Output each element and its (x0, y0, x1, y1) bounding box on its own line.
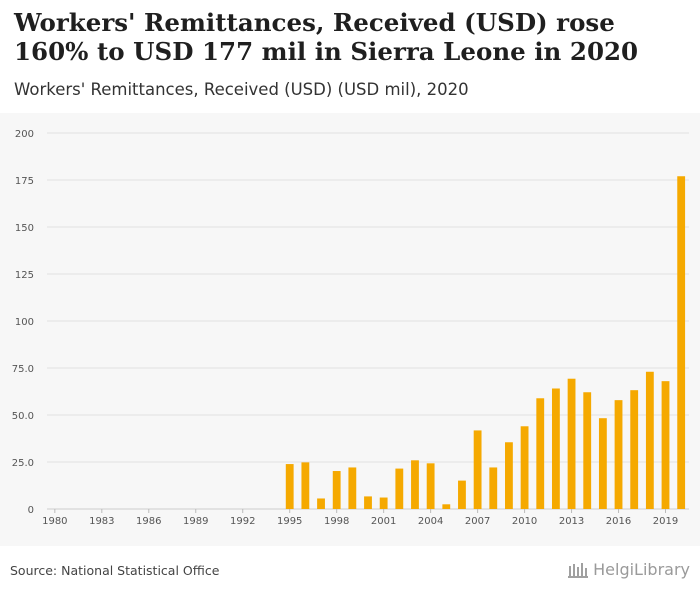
x-tick-label: 2007 (465, 516, 490, 527)
bar-2016 (614, 400, 623, 509)
x-tick-label: 2001 (371, 516, 396, 527)
y-tick-label: 50.0 (12, 411, 34, 422)
chart-title: Workers' Remittances, Received (USD) ros… (14, 8, 639, 66)
x-tick-label: 1989 (183, 516, 208, 527)
x-tick-label: 1995 (277, 516, 302, 527)
x-tick-label: 2013 (559, 516, 584, 527)
x-tick-label: 1980 (42, 516, 67, 527)
bar-2002 (395, 468, 404, 509)
x-tick-label: 2016 (606, 516, 631, 527)
chart-subtitle: Workers' Remittances, Received (USD) (US… (14, 80, 469, 99)
bar-2020 (677, 176, 686, 510)
bar-2017 (630, 390, 639, 509)
bar-1998 (332, 471, 341, 509)
x-tick-label: 2010 (512, 516, 537, 527)
x-tick-label: 1992 (230, 516, 255, 527)
x-tick-label: 1998 (324, 516, 349, 527)
library-building-icon (568, 562, 589, 578)
bar-2004 (426, 463, 435, 509)
bar-2009 (505, 442, 513, 509)
x-tick-label: 1983 (89, 516, 114, 527)
bar-2019 (661, 381, 670, 509)
x-tick-label: 2019 (653, 516, 678, 527)
y-tick-label: 200 (15, 129, 34, 140)
bar-2005 (442, 504, 451, 509)
y-tick-label: 25.0 (12, 458, 34, 469)
bar-2001 (379, 497, 388, 509)
bar-2013 (567, 378, 576, 509)
bar-chart: 0 25.0 50.0 75.0 100 125 150 175 200 1980 1983 1986… (12, 129, 689, 527)
x-tick-label: 2004 (418, 516, 443, 527)
y-tick-label: 75.0 (12, 364, 34, 375)
bar-2000 (364, 496, 372, 509)
bar-2015 (598, 418, 607, 509)
y-tick-label: 100 (15, 317, 34, 328)
bar-1995 (285, 464, 294, 509)
bar-1996 (301, 462, 310, 509)
bar-2018 (645, 371, 654, 509)
logo-text: HelgiLibrary (593, 560, 690, 579)
bar-1997 (317, 498, 325, 509)
y-tick-label: 125 (15, 270, 34, 281)
bar-2014 (583, 392, 592, 509)
bar-2007 (473, 430, 482, 509)
source-note: Source: National Statistical Office (10, 563, 220, 578)
helgi-library-logo[interactable]: HelgiLibrary (567, 560, 690, 579)
bar-2003 (411, 460, 419, 509)
y-tick-label: 0 (28, 505, 34, 516)
bar-2011 (536, 398, 545, 509)
x-tick-label: 1986 (136, 516, 161, 527)
bar-2010 (520, 426, 529, 509)
y-tick-label: 150 (15, 223, 34, 234)
bar-1999 (348, 467, 357, 509)
bar-2006 (458, 480, 466, 509)
bar-2012 (551, 388, 560, 509)
y-tick-label: 175 (15, 176, 34, 187)
bar-2008 (489, 467, 498, 509)
